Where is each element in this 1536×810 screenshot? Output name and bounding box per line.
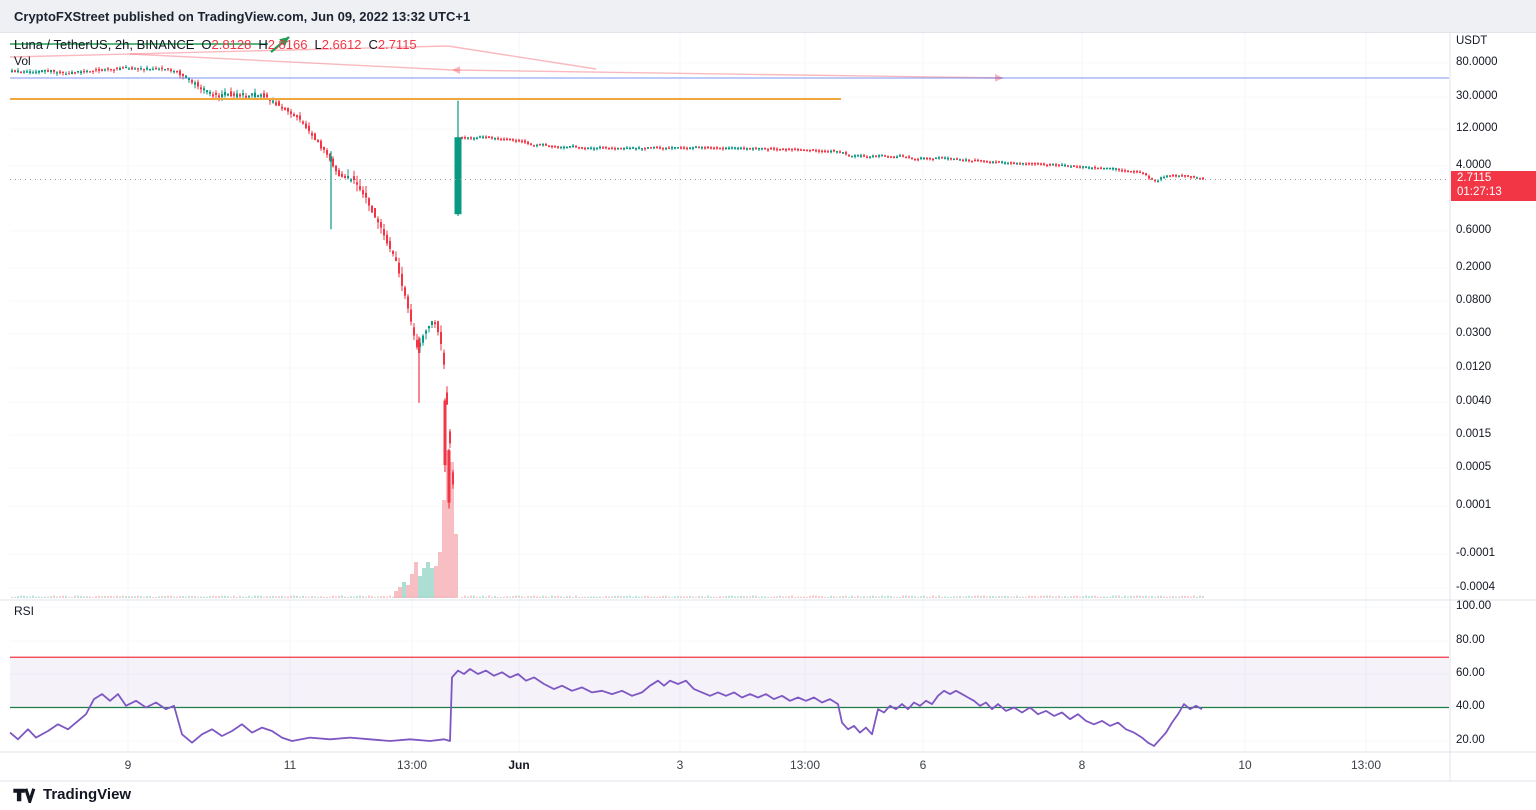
special-candle-body	[330, 156, 332, 162]
rsi-band-fill	[10, 657, 1449, 708]
gridlines	[10, 32, 1449, 752]
special-candle-body	[447, 450, 451, 503]
pink-trend-line	[451, 69, 1004, 79]
ohlc-high-label: H	[258, 37, 268, 52]
legend: Luna / TetherUS, 2h, BINANCE O2.8128 H2.81…	[14, 37, 417, 52]
tradingview-wordmark: TradingView	[43, 786, 132, 803]
pink-trend-line	[129, 53, 453, 71]
attribution-bar: CryptoFXStreet published on TradingView.…	[0, 0, 1536, 33]
ohlc-close-value: 2.7115	[377, 37, 417, 52]
attribution-text: CryptoFXStreet published on TradingView.…	[14, 8, 471, 24]
ohlc-low-value: 2.6612	[321, 37, 362, 52]
ohlc-open-label: O	[201, 37, 212, 52]
ohlc-high-value: 2.8166	[267, 37, 308, 52]
candlesticks	[11, 65, 1204, 509]
special-candle-body	[418, 339, 420, 353]
special-candle-body	[443, 400, 447, 466]
pink-trend-line	[9, 45, 449, 58]
badge-countdown: 01:27:13	[1457, 185, 1502, 198]
footer[interactable]: TradingView	[12, 786, 131, 803]
volume-bars	[11, 450, 1204, 598]
pink-trend-line	[447, 45, 597, 70]
last-price-badge: 2.7115 01:27:13	[1451, 171, 1536, 202]
ohlc-close-label: C	[368, 37, 378, 52]
time-axis[interactable]	[0, 752, 1450, 781]
rsi-pane-label: RSI	[14, 604, 35, 618]
arrowhead	[452, 66, 461, 75]
ohlc-low-label: L	[314, 37, 322, 52]
special-candle-body	[454, 137, 462, 215]
volume-pane-label: Vol	[14, 54, 31, 68]
ohlc-open-value: 2.8128	[211, 37, 252, 52]
price-axis-currency-label: USDT	[1456, 35, 1488, 47]
rsi-line	[9, 668, 1203, 747]
arrowhead	[279, 37, 289, 47]
tradingview-logo-icon	[12, 787, 36, 803]
symbol-title: Luna / TetherUS, 2h, BINANCE	[14, 37, 195, 52]
badge-price: 2.7115	[1457, 172, 1492, 185]
price-axis[interactable]	[1450, 32, 1536, 781]
